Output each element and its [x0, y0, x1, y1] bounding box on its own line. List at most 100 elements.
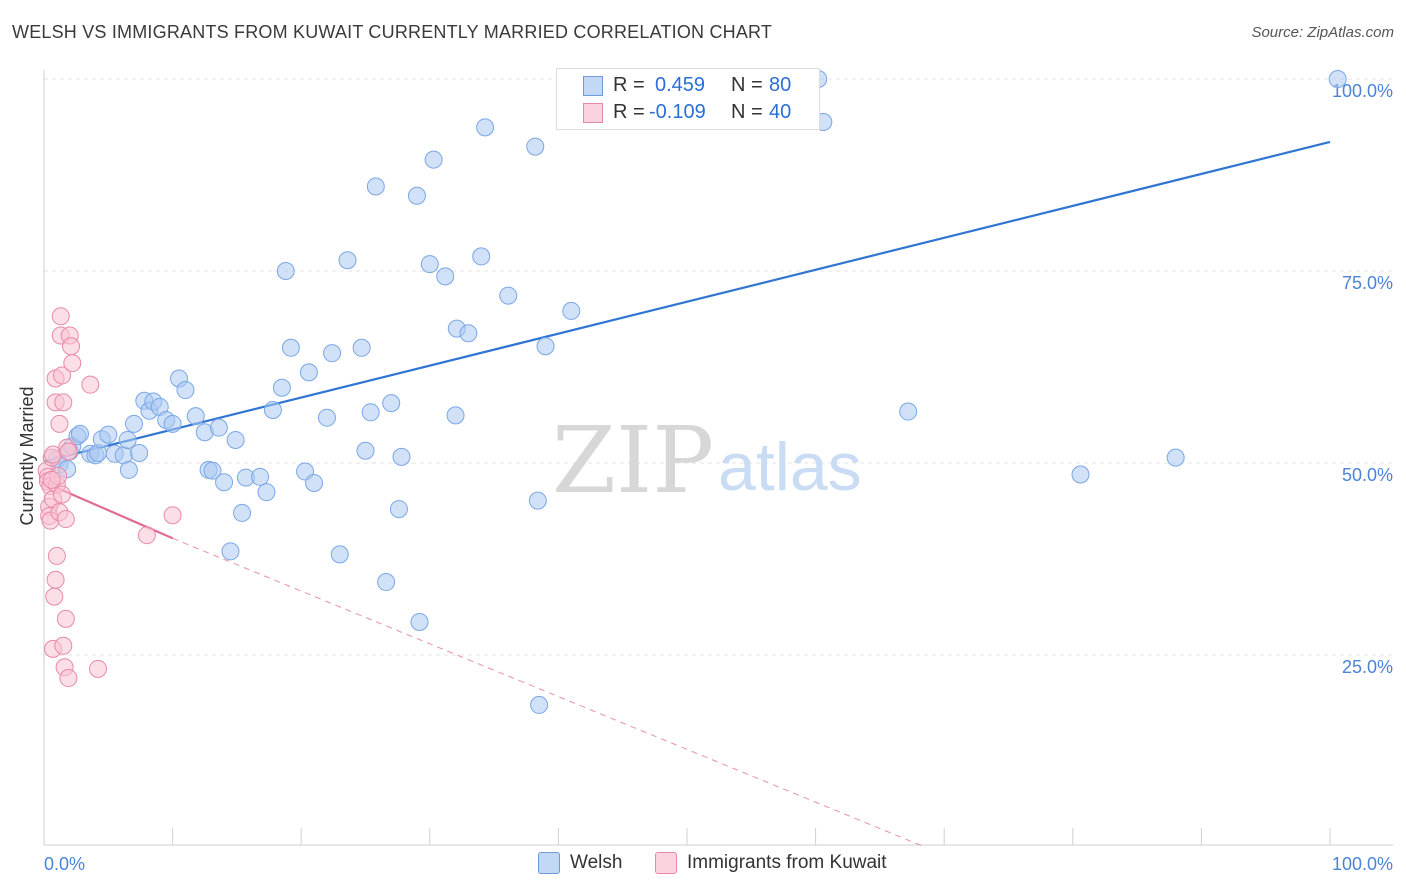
welsh-point	[323, 344, 342, 363]
welsh-point	[99, 425, 118, 444]
x-tick-label-max: 100.0%	[1332, 854, 1393, 874]
y-tick-label: 50.0%	[1342, 465, 1393, 485]
welsh-point	[299, 363, 318, 382]
kuwait-point	[45, 587, 64, 606]
r-label: R =	[613, 101, 645, 123]
welsh-point	[221, 542, 240, 561]
stats-row-kuwait: R = -0.109 N = 40	[557, 101, 819, 127]
welsh-point	[281, 338, 300, 357]
n-value: 40	[769, 101, 792, 123]
watermark-zip: ZIP	[552, 407, 714, 514]
stats-row-welsh: R = 0.459 N = 80	[557, 74, 819, 100]
welsh-point	[476, 118, 495, 137]
n-label: N =	[731, 101, 763, 123]
n-label: N =	[731, 74, 763, 96]
kuwait-point	[46, 570, 65, 589]
welsh-point	[420, 255, 439, 274]
welsh-point	[215, 473, 234, 492]
watermark-atlas: atlas	[718, 429, 862, 505]
legend-label-kuwait: Immigrants from Kuwait	[687, 852, 887, 873]
welsh-point	[528, 491, 547, 510]
welsh-point	[530, 695, 549, 714]
y-tick-label: 100.0%	[1332, 81, 1393, 101]
kuwait-point	[137, 526, 156, 545]
kuwait-point	[47, 546, 66, 565]
welsh-point	[356, 441, 375, 460]
welsh-point	[1166, 448, 1185, 467]
welsh-point	[459, 324, 478, 343]
welsh-point	[118, 430, 137, 449]
kuwait-point	[59, 669, 78, 688]
welsh-point	[366, 177, 385, 196]
r-value: -0.109	[649, 101, 706, 123]
welsh-point	[330, 545, 349, 564]
kuwait-point	[54, 636, 73, 655]
kuwait-point	[54, 393, 73, 412]
stats-swatch-welsh	[583, 76, 603, 96]
welsh-point	[125, 414, 144, 433]
welsh-point	[424, 150, 443, 169]
welsh-point	[186, 407, 205, 426]
kuwait-point	[51, 307, 70, 326]
kuwait-point	[81, 375, 100, 394]
legend-swatch-kuwait	[655, 852, 677, 874]
n-value: 80	[769, 74, 792, 96]
welsh-point	[233, 503, 252, 522]
welsh-point	[263, 401, 282, 420]
kuwait-point	[50, 414, 69, 433]
welsh-point	[1071, 465, 1090, 484]
legend-swatch-welsh	[538, 852, 560, 874]
stats-legend: R = 0.459 N = 80 R = -0.109 N = 40	[556, 68, 820, 130]
welsh-point	[389, 500, 408, 519]
welsh-point	[251, 467, 270, 486]
welsh-point	[899, 402, 918, 421]
welsh-point	[499, 286, 518, 305]
welsh-point	[446, 406, 465, 425]
kuwait-point	[89, 659, 108, 678]
y-tick-label: 75.0%	[1342, 273, 1393, 293]
welsh-point	[436, 267, 455, 286]
legend-label-welsh: Welsh	[570, 852, 623, 873]
welsh-point	[361, 403, 380, 422]
welsh-point	[257, 483, 276, 502]
welsh-point	[407, 186, 426, 205]
welsh-point	[338, 251, 357, 270]
y-tick-label: 25.0%	[1342, 657, 1393, 677]
welsh-point	[71, 424, 90, 443]
r-value: 0.459	[655, 74, 706, 96]
welsh-point	[226, 430, 245, 449]
kuwait-point	[56, 510, 75, 529]
trend-line-kuwait-extension	[172, 537, 926, 848]
welsh-point	[276, 262, 295, 280]
welsh-point	[209, 418, 228, 437]
kuwait-point	[163, 506, 182, 525]
welsh-point	[272, 378, 291, 397]
welsh-point	[526, 137, 545, 156]
welsh-point	[305, 473, 324, 492]
welsh-point	[377, 573, 396, 592]
kuwait-point	[53, 485, 72, 504]
welsh-point	[472, 247, 491, 266]
x-tick-label-min: 0.0%	[44, 854, 85, 874]
welsh-point	[130, 444, 149, 463]
welsh-point	[119, 460, 138, 479]
kuwait-point	[56, 609, 75, 628]
welsh-point	[1328, 70, 1347, 88]
source-label: Source: ZipAtlas.com	[1251, 24, 1394, 41]
r-label: R =	[613, 74, 645, 96]
welsh-point	[176, 381, 195, 400]
stats-swatch-kuwait	[583, 103, 603, 123]
trend-line-welsh	[43, 140, 1331, 463]
welsh-point	[410, 612, 429, 631]
y-axis-label: Currently Married	[17, 386, 37, 525]
welsh-point	[163, 414, 182, 433]
chart-title: WELSH VS IMMIGRANTS FROM KUWAIT CURRENTL…	[12, 22, 773, 42]
kuwait-point	[62, 337, 81, 356]
kuwait-point	[59, 442, 78, 461]
points-layer	[37, 70, 1347, 714]
welsh-point	[382, 394, 401, 413]
kuwait-point	[42, 470, 61, 489]
welsh-point	[203, 461, 222, 480]
welsh-point	[317, 408, 336, 427]
